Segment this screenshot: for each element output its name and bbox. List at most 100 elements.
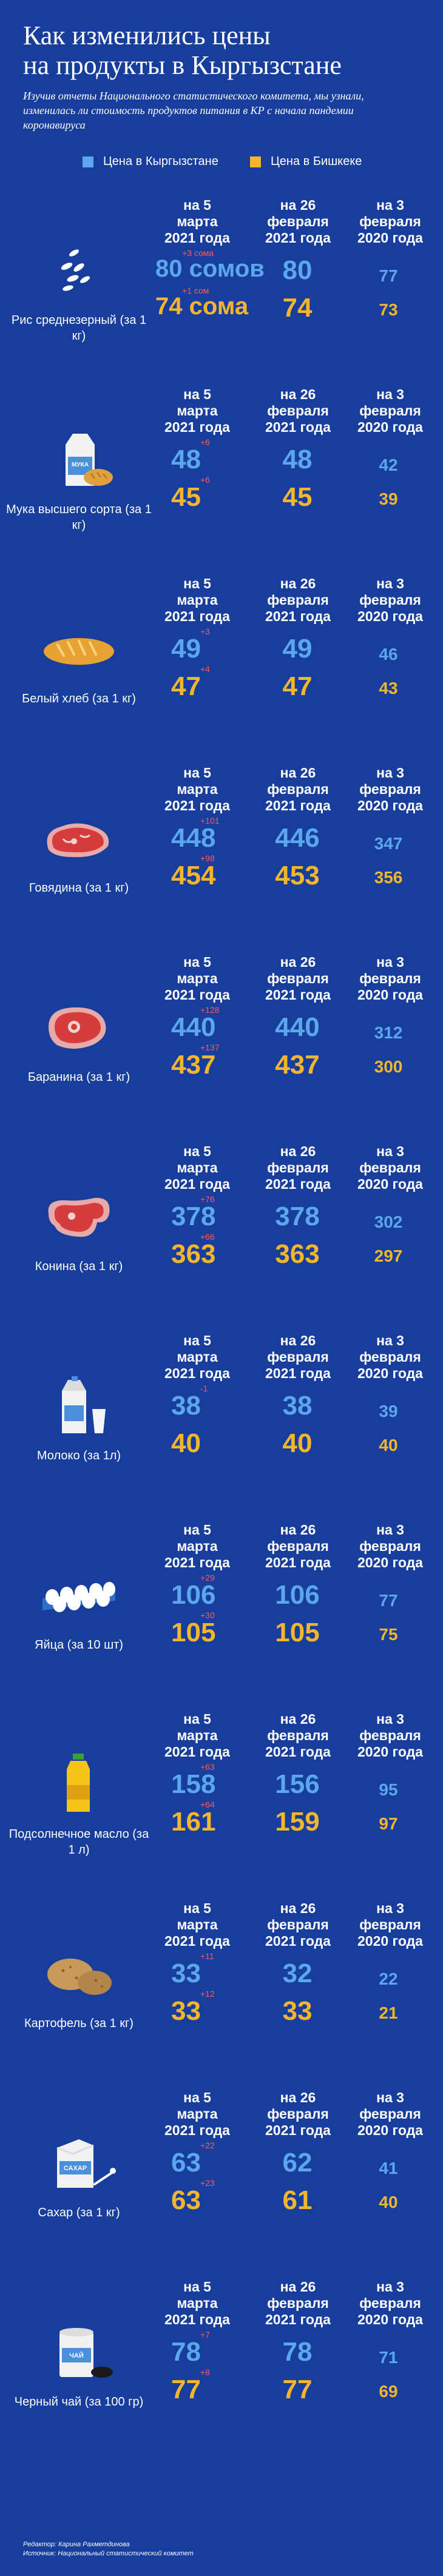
price-section: на 5 марта 2021 года на 26 февраля 2021 года н… bbox=[0, 2090, 443, 2279]
column-header-line: февраля bbox=[359, 403, 421, 419]
column-header-line: 2020 года bbox=[357, 2312, 423, 2327]
column-header-line: 2020 года bbox=[357, 608, 423, 624]
change-bishkek: +4 bbox=[200, 664, 210, 674]
eggs-icon bbox=[36, 1564, 121, 1625]
product-label: Яйца (за 10 шт) bbox=[35, 1638, 123, 1652]
column-header-march-2021: на 5 марта 2021 года bbox=[152, 576, 243, 625]
price-kyrgyzstan-feb-2020: 95 bbox=[379, 1780, 398, 1799]
column-header-line: на 5 bbox=[183, 1900, 211, 1916]
price-bishkek-feb-2021: 45 bbox=[282, 482, 313, 512]
column-header-line: марта bbox=[177, 1160, 218, 1175]
column-header-line: марта bbox=[177, 1917, 218, 1932]
price-section: на 5 марта 2021 года на 26 февраля 2021 года н… bbox=[0, 1143, 443, 1333]
price-kyrgyzstan-feb-2021: 62 bbox=[282, 2148, 313, 2177]
column-header-march-2021: на 5 марта 2021 года bbox=[152, 954, 243, 1003]
change-kyrgyzstan: -1 bbox=[200, 1384, 208, 1393]
column-header-march-2021: на 5 марта 2021 года bbox=[152, 1522, 243, 1571]
column-header-line: на 3 bbox=[376, 2090, 404, 2105]
column-header-line: на 3 bbox=[376, 576, 404, 591]
column-header-line: на 5 bbox=[183, 765, 211, 781]
change-bishkek: +30 bbox=[200, 1610, 215, 1620]
column-header-line: марта bbox=[177, 1349, 218, 1365]
price-bishkek-feb-2020: 40 bbox=[379, 1436, 398, 1454]
change-kyrgyzstan: +3 bbox=[200, 627, 210, 636]
change-kyrgyzstan: +11 bbox=[200, 1951, 214, 1961]
column-header-line: марта bbox=[177, 1538, 218, 1554]
price-bishkek-feb-2020: 39 bbox=[379, 489, 398, 508]
column-header-line: марта bbox=[177, 2295, 218, 2311]
price-kyrgyzstan-feb-2021: 440 bbox=[275, 1012, 320, 1042]
price-bishkek-feb-2021: 363 bbox=[275, 1239, 320, 1269]
column-header-line: февраля bbox=[359, 1727, 421, 1743]
price-kyrgyzstan-feb-2020: 42 bbox=[379, 456, 398, 474]
column-header-line: на 3 bbox=[376, 1711, 404, 1727]
column-header-line: 2020 года bbox=[357, 798, 423, 813]
price-kyrgyzstan-feb-2021: 49 bbox=[282, 634, 313, 664]
price-bishkek-feb-2020: 40 bbox=[379, 2193, 398, 2211]
change-kyrgyzstan: +63 bbox=[200, 1762, 215, 1772]
change-bishkek: +12 bbox=[200, 1989, 215, 1999]
column-header-line: марта bbox=[177, 781, 218, 797]
column-header-line: февраля bbox=[267, 592, 329, 608]
change-bishkek: +98 bbox=[200, 853, 215, 863]
column-header-line: 2021 года bbox=[265, 1933, 331, 1949]
price-kyrgyzstan-feb-2021: 156 bbox=[275, 1769, 320, 1799]
price-bishkek-mar-2021: 437 bbox=[171, 1050, 216, 1080]
legend-swatch-kyrgyzstan bbox=[83, 156, 93, 167]
column-header-line: февраля bbox=[267, 214, 329, 229]
column-header-line: 2021 года bbox=[265, 987, 331, 1003]
column-header-line: на 26 bbox=[280, 1522, 316, 1538]
column-header-line: февраля bbox=[267, 403, 329, 419]
price-bishkek-feb-2020: 300 bbox=[374, 1057, 403, 1076]
legend-item-kyrgyzstan: Цена в Кыргызстане bbox=[83, 155, 218, 169]
price-kyrgyzstan-mar-2021: 440 bbox=[171, 1012, 216, 1042]
price-kyrgyzstan-feb-2020: 46 bbox=[379, 645, 398, 664]
change-bishkek: +137 bbox=[200, 1043, 220, 1052]
column-header-march-2021: на 5 марта 2021 года bbox=[152, 765, 243, 814]
column-header-line: 2021 года bbox=[164, 419, 230, 435]
column-header-line: марта bbox=[177, 403, 218, 419]
price-bishkek-feb-2020: 75 bbox=[379, 1625, 398, 1644]
legend-item-bishkek: Цена в Бишкеке bbox=[250, 155, 362, 169]
column-header-february-2021: на 26 февраля 2021 года bbox=[252, 1333, 343, 1382]
column-header-february-2021: на 26 февраля 2021 года bbox=[252, 1143, 343, 1192]
page-title: Как изменились цены на продукты в Кыргыз… bbox=[23, 21, 420, 80]
svg-text:САХАР: САХАР bbox=[64, 2165, 87, 2172]
change-kyrgyzstan: +6 bbox=[200, 437, 210, 447]
price-section: на 5 марта 2021 года на 26 февраля 2021 года н… bbox=[0, 386, 443, 576]
column-header-line: на 26 bbox=[280, 2090, 316, 2105]
column-header-line: 2021 года bbox=[164, 987, 230, 1003]
change-kyrgyzstan: +101 bbox=[200, 816, 220, 826]
footer-source: Источник: Национальный статистический ко… bbox=[23, 2550, 194, 2557]
price-kyrgyzstan-mar-2021: 33 bbox=[171, 1959, 201, 1988]
column-header-line: 2021 года bbox=[265, 2122, 331, 2138]
column-header-line: февраля bbox=[359, 1538, 421, 1554]
price-kyrgyzstan-mar-2021: 80 сомов bbox=[155, 255, 265, 282]
price-kyrgyzstan-feb-2020: 77 bbox=[379, 1591, 398, 1610]
bread-icon bbox=[36, 618, 121, 679]
column-header-line: февраля bbox=[359, 2295, 421, 2311]
change-kyrgyzstan: +128 bbox=[200, 1005, 220, 1015]
column-header-line: 2020 года bbox=[357, 1933, 423, 1949]
column-header-line: на 5 bbox=[183, 576, 211, 591]
column-header-line: марта bbox=[177, 970, 218, 986]
price-kyrgyzstan-feb-2020: 39 bbox=[379, 1402, 398, 1421]
column-header-line: на 5 bbox=[183, 197, 211, 213]
column-header-line: февраля bbox=[359, 781, 421, 797]
column-header-line: на 5 bbox=[183, 1333, 211, 1348]
price-bishkek-feb-2021: 33 bbox=[282, 1996, 313, 2026]
column-header-march-2021: на 5 марта 2021 года bbox=[152, 1333, 243, 1382]
column-header-line: 2020 года bbox=[357, 2122, 423, 2138]
legend-label-kyrgyzstan: Цена в Кыргызстане bbox=[103, 155, 218, 168]
product-label: Рис среднезерный (за 1 кг) bbox=[11, 314, 147, 343]
column-header-line: 2021 года bbox=[265, 1555, 331, 1570]
price-bishkek-feb-2020: 73 bbox=[379, 300, 398, 319]
price-bishkek-feb-2020: 356 bbox=[374, 868, 403, 887]
column-header-line: февраля bbox=[359, 214, 421, 229]
product-label: Молоко (за 1л) bbox=[36, 1449, 121, 1462]
column-header-line: на 5 bbox=[183, 1522, 211, 1538]
column-header-february-2020: на 3 февраля 2020 года bbox=[345, 576, 436, 625]
column-header-february-2020: на 3 февраля 2020 года bbox=[345, 1522, 436, 1571]
change-kyrgyzstan: +76 bbox=[200, 1194, 215, 1204]
product-label: Белый хлеб (за 1 кг) bbox=[22, 692, 136, 705]
